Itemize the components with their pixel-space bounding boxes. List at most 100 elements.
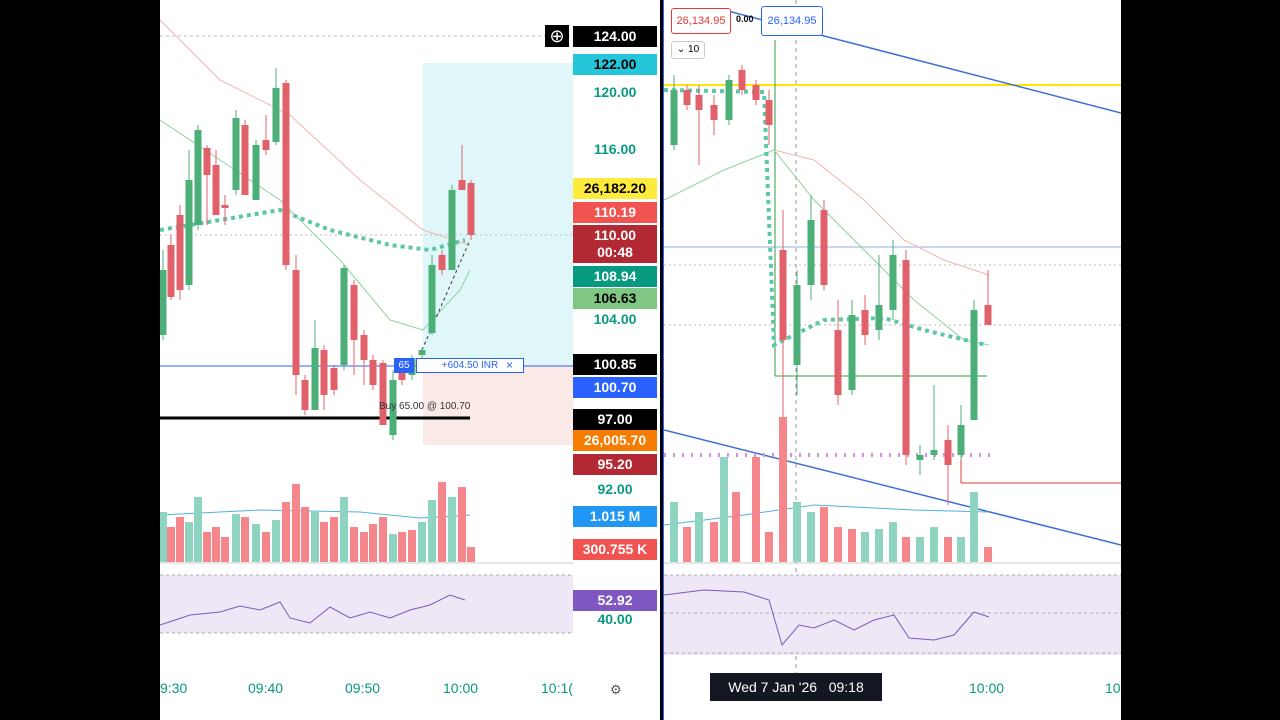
candle-body	[360, 335, 368, 360]
buy-button[interactable]: 26,134.95	[761, 6, 823, 36]
price-label: 110.00	[573, 225, 657, 246]
volume-ma	[664, 504, 990, 526]
volume-bar	[710, 522, 718, 562]
candle-body	[232, 118, 240, 190]
price-label: 26,182.20	[573, 178, 657, 199]
price-label: 1.015 M	[573, 506, 657, 527]
candle-body	[167, 245, 175, 297]
volume-ma	[160, 509, 471, 519]
volume-bar	[793, 502, 801, 562]
price-label: 122.00	[573, 54, 657, 75]
volume-bar	[683, 527, 691, 562]
price-label: 100.70	[573, 377, 657, 398]
volume-bar	[807, 512, 815, 562]
candle-body	[185, 180, 193, 285]
candle-body	[793, 285, 801, 365]
time-label: 10:00	[969, 680, 1005, 696]
volume-bar	[930, 527, 938, 562]
time-label: 10:1(	[541, 680, 573, 696]
volume-bar	[221, 537, 229, 562]
price-label: 110.19	[573, 202, 657, 223]
volume-bar	[272, 520, 280, 562]
volume-bar	[448, 497, 456, 562]
candle-body	[379, 363, 387, 425]
order-qty[interactable]: 65	[394, 358, 414, 373]
volume-bar	[720, 457, 728, 562]
fill-note: Buy 65.00 @ 100.70	[379, 401, 471, 412]
volume-bar	[350, 527, 358, 562]
volume-bar	[970, 492, 978, 562]
volume-bar	[848, 529, 856, 562]
volume-bar	[379, 517, 387, 562]
candle-body	[428, 265, 436, 333]
volume-bar	[241, 517, 249, 562]
candle-body	[970, 310, 978, 420]
price-label: 00:48	[573, 242, 657, 263]
candle-body	[834, 330, 842, 395]
volume-bar	[360, 532, 368, 562]
volume-bar	[212, 527, 220, 562]
candle-body	[301, 380, 309, 410]
order-pnl: +604.50 INR	[416, 358, 524, 373]
candle-body	[212, 165, 220, 215]
candle-body	[160, 270, 167, 335]
candle-body	[272, 88, 280, 142]
volume-bar	[185, 522, 193, 562]
rsi-band	[160, 575, 573, 633]
rsi-line	[664, 589, 990, 647]
crosshair-date: Wed 7 Jan '26	[728, 679, 818, 695]
price-label: 40.00	[597, 611, 633, 627]
candle-body	[320, 350, 328, 395]
candle-body	[194, 130, 202, 225]
candle-body	[221, 205, 229, 208]
volume-bar	[408, 530, 416, 562]
candle-body	[467, 183, 475, 235]
order-close[interactable]: ×	[506, 358, 514, 372]
lot-size[interactable]: ⌄ 10	[671, 41, 705, 59]
volume-bar	[418, 522, 426, 562]
sell-button[interactable]: 26,134.95	[671, 8, 731, 34]
volume-bar	[820, 507, 828, 562]
candle-body	[820, 210, 828, 285]
ema-line	[664, 88, 987, 349]
candle-body	[418, 350, 426, 355]
price-label: 104.00	[593, 311, 637, 327]
candle-body	[282, 83, 290, 265]
volume-bar	[167, 527, 175, 562]
volume-bar	[398, 532, 406, 562]
volume-bar	[262, 532, 270, 562]
ma-line	[160, 119, 471, 331]
price-label: 26,005.70	[573, 430, 657, 451]
candle-body	[398, 370, 406, 380]
candle-body	[252, 145, 260, 200]
volume-bar	[330, 517, 338, 562]
candle-body	[916, 455, 924, 460]
volume-bar	[695, 512, 703, 562]
candle-body	[725, 80, 733, 120]
candle-body	[448, 190, 456, 270]
volume-bar	[232, 514, 240, 562]
volume-bar	[861, 532, 869, 562]
volume-bar	[467, 547, 475, 562]
volume-bar	[957, 537, 965, 562]
candle-body	[176, 215, 184, 290]
candle-body	[458, 180, 466, 190]
volume-bar	[889, 522, 897, 562]
volume-bar	[203, 532, 211, 562]
candle-body	[683, 90, 691, 105]
volume-bar	[311, 512, 319, 562]
price-label: 116.00	[593, 141, 637, 157]
add-button[interactable]: ⊕	[545, 25, 569, 47]
candle-body	[438, 255, 446, 270]
volume-bar	[732, 492, 740, 562]
ma-line	[773, 149, 990, 276]
settings-icon[interactable]: ⚙	[610, 682, 622, 697]
candle-body	[738, 70, 746, 90]
price-label: 92.00	[597, 481, 633, 497]
price-label: 108.94	[573, 266, 657, 287]
candle-body	[369, 360, 377, 385]
price-label: 300.755 K	[573, 539, 657, 560]
volume-bar	[389, 534, 397, 562]
volume-bar	[984, 547, 992, 562]
candle-body	[765, 100, 773, 125]
